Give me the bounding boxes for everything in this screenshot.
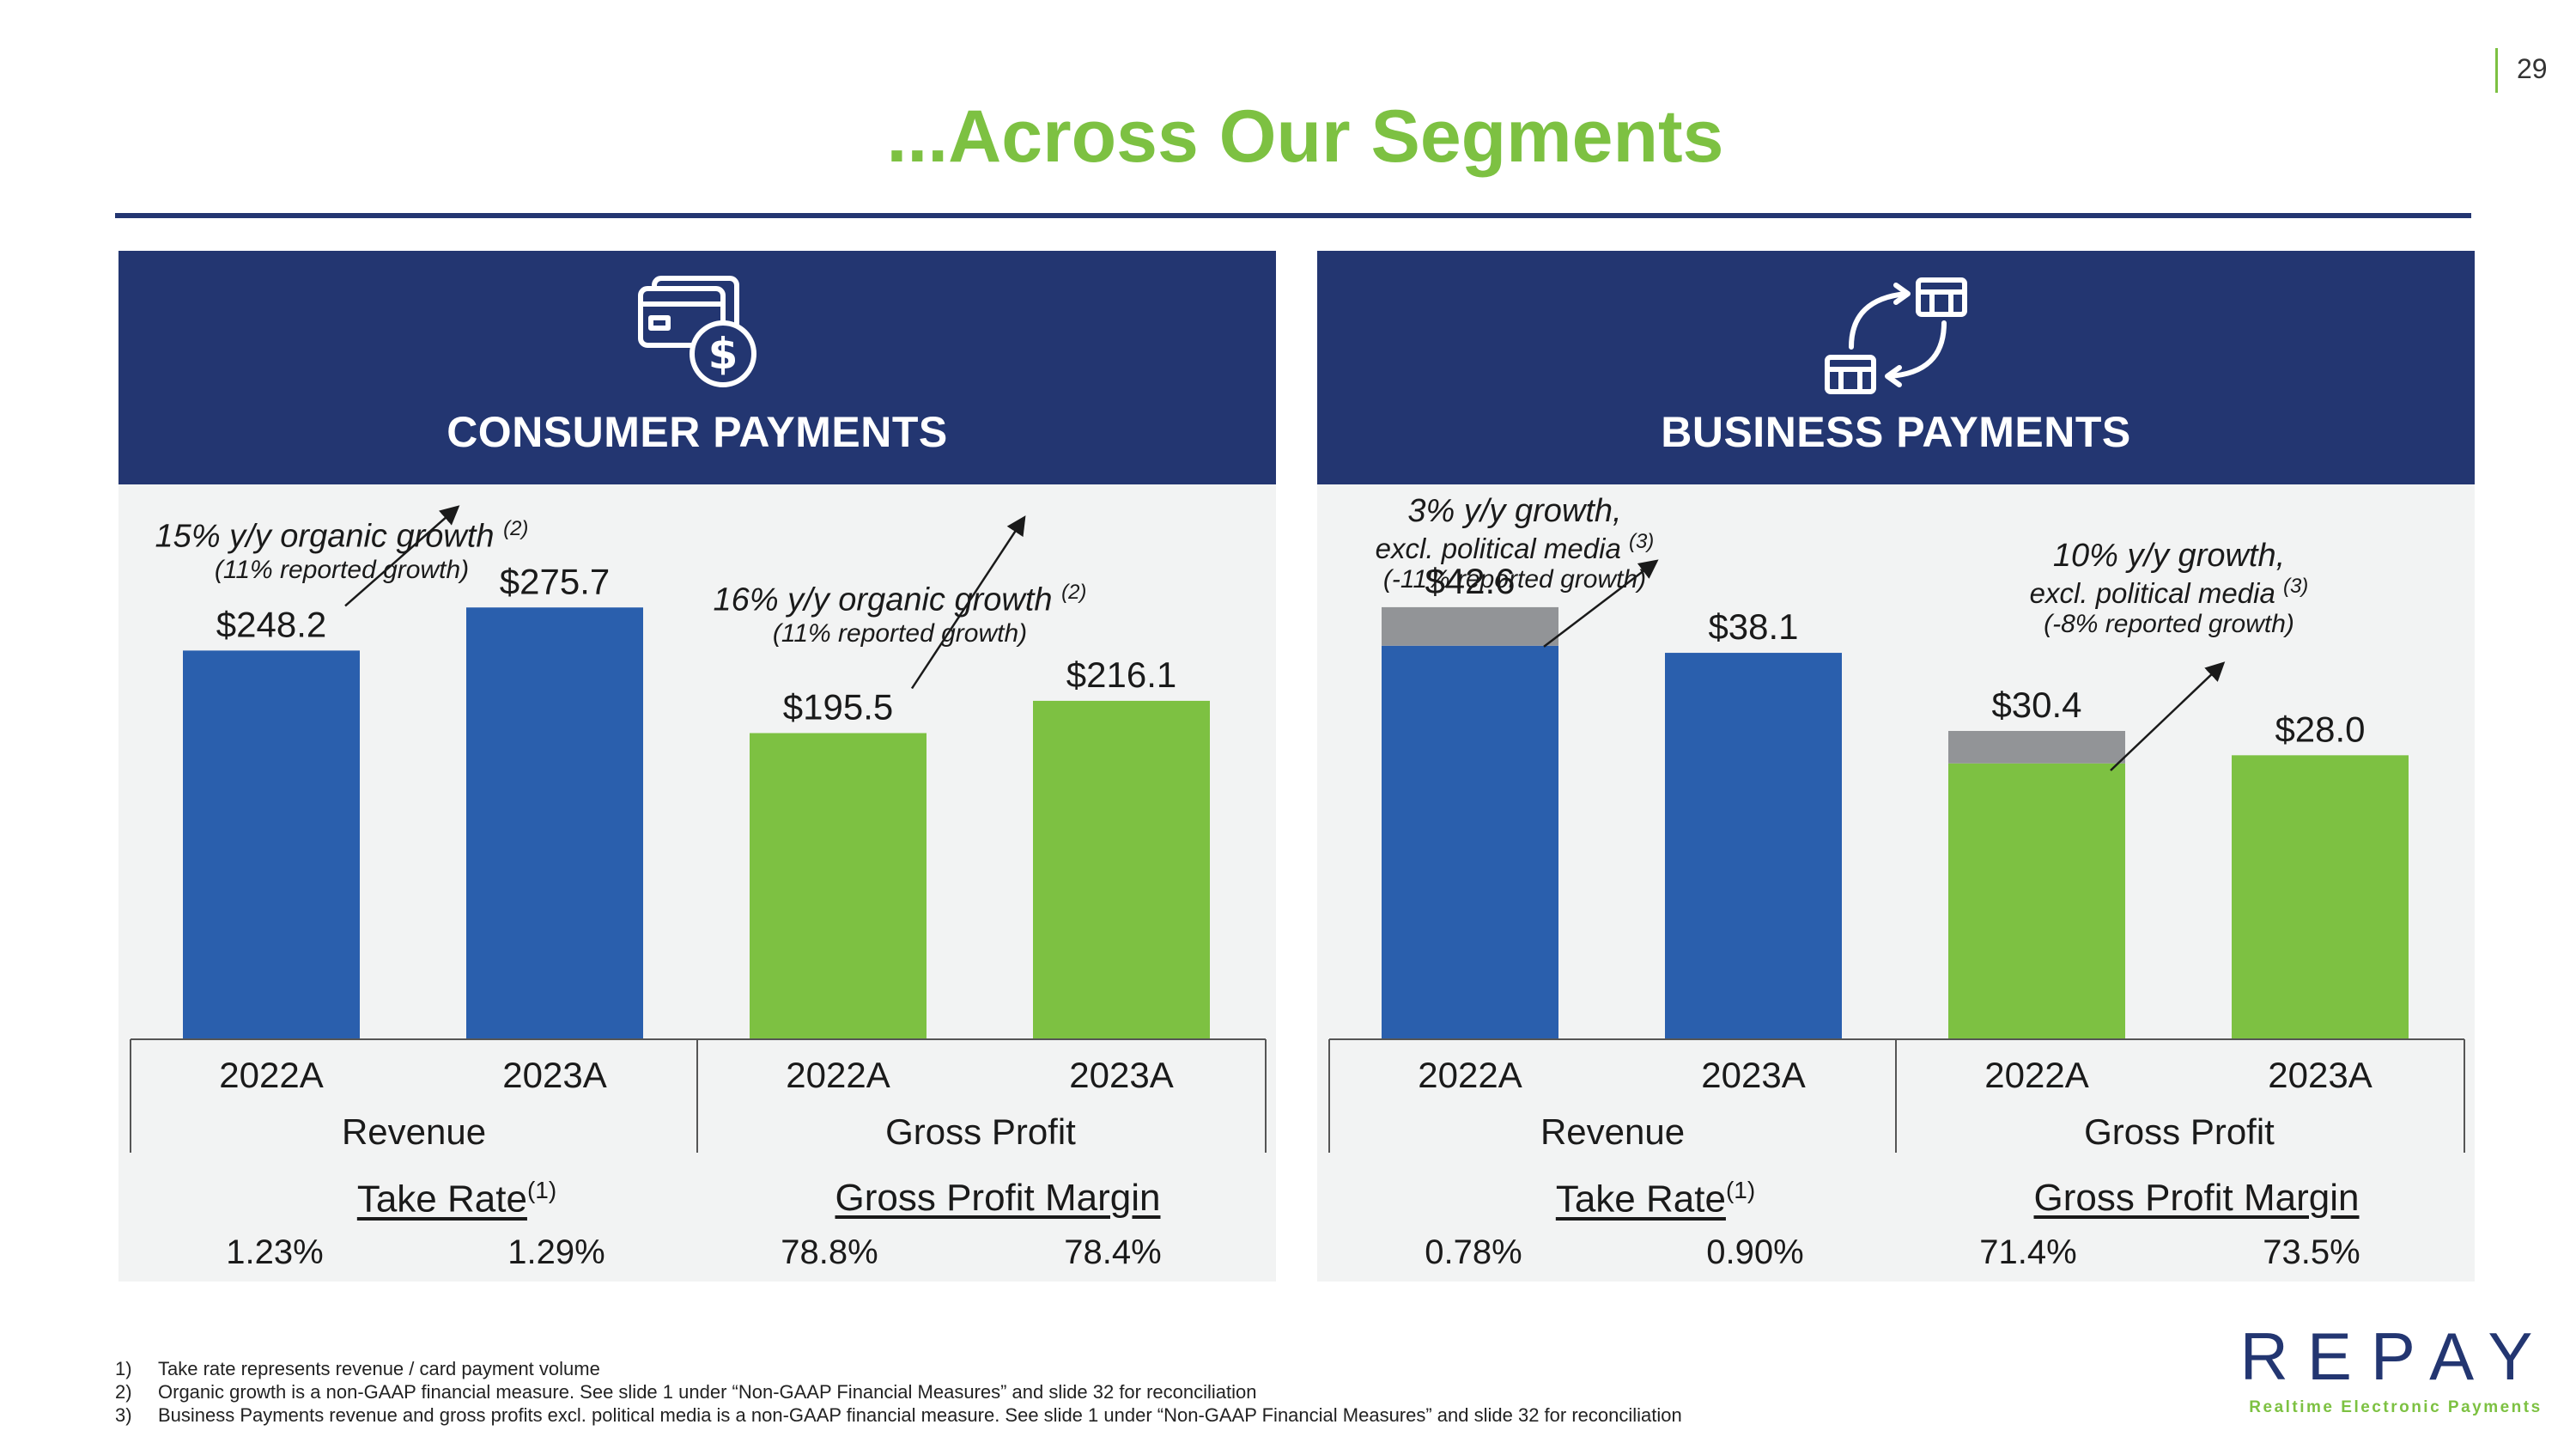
take-rate-title: Take Rate(1) — [1555, 1177, 1756, 1221]
group-axis-label: Gross Profit — [2084, 1111, 2275, 1152]
business-payments-chart: $42.6 2022A $38.1 2023A $30.4 2022A $28.0 2023A… — [1328, 559, 2465, 1153]
category-tick-label: 2023A — [1701, 1055, 1805, 1095]
political-media-segment — [1948, 730, 2125, 764]
footnotes: 1) Take rate represents revenue / card pa… — [115, 1357, 1682, 1427]
category-tick-label: 2023A — [502, 1055, 606, 1095]
consumer-payments-chart: $248.2 2022A $275.7 2023A $195.5 2022A $216.1 2… — [130, 505, 1267, 1153]
footnote: 1) Take rate represents revenue / card pa… — [115, 1358, 600, 1379]
group-axis-label: Gross Profit — [885, 1111, 1076, 1152]
growth-note-gross-profit: 16% y/y organic growth (2) (11% reported… — [713, 581, 1087, 648]
bar-2022a-gross-profit — [1948, 763, 2125, 1039]
bar-value-label: $216.1 — [1066, 654, 1176, 695]
panel-header: $ CONSUMER PAYMENTS — [118, 251, 1276, 484]
group-axis-label: Revenue — [342, 1111, 486, 1152]
gross-profit-margin-2023: 73.5% — [2263, 1233, 2360, 1271]
category-tick-label: 2022A — [1418, 1055, 1522, 1095]
bar-2022a-revenue — [183, 650, 360, 1039]
category-axis — [130, 1038, 1267, 1153]
bar-2022a-revenue — [1382, 645, 1558, 1039]
footnote: 3) Business Payments revenue and gross pr… — [115, 1404, 1682, 1426]
gross-profit-margin-2023: 78.4% — [1064, 1233, 1162, 1271]
take-rate-2022: 1.23% — [226, 1233, 324, 1271]
bar-value-label: $30.4 — [1991, 685, 2081, 725]
footnote: 2) Organic growth is a non-GAAP financial… — [115, 1381, 1257, 1403]
panel-header: BUSINESS PAYMENTS — [1317, 251, 2475, 484]
logo-tagline: Realtime Electronic Payments — [2249, 1398, 2543, 1416]
category-tick-label: 2023A — [2268, 1055, 2372, 1095]
bar-value-label: $275.7 — [500, 561, 610, 601]
group-axis-label: Revenue — [1540, 1111, 1685, 1152]
bar-2023a-gross-profit — [1033, 700, 1210, 1039]
bar-value-label: $248.2 — [216, 604, 326, 644]
svg-text:$: $ — [708, 329, 738, 379]
business-payments-panel: BUSINESS PAYMENTS $42.6 2022A $38.1 2023A $3… — [1317, 251, 2475, 1282]
bar-2022a-gross-profit — [750, 733, 927, 1039]
political-media-segment — [1382, 606, 1558, 646]
bar-2023a-revenue — [1665, 653, 1842, 1039]
title-divider — [115, 213, 2471, 218]
growth-arrow — [1543, 559, 1659, 648]
repay-logo: REPAY Realtime Electronic Payments — [2233, 1319, 2559, 1422]
bar-2023a-gross-profit — [2232, 755, 2409, 1039]
category-tick-label: 2022A — [1984, 1055, 2088, 1095]
category-tick-label: 2022A — [219, 1055, 323, 1095]
bar-value-label: $195.5 — [783, 687, 893, 728]
growth-arrow — [910, 515, 1026, 690]
category-tick-label: 2022A — [786, 1055, 890, 1095]
growth-arrow — [2110, 661, 2226, 771]
category-axis — [1328, 1038, 2465, 1153]
segment-title: BUSINESS PAYMENTS — [1661, 408, 2131, 456]
growth-note-revenue: 3% y/y growth, excl. political media (3)… — [1375, 493, 1655, 594]
take-rate-2022: 0.78% — [1425, 1233, 1522, 1271]
take-rate-title: Take Rate(1) — [356, 1177, 557, 1221]
page-number: 29 — [2495, 48, 2576, 93]
consumer-payments-panel: $ CONSUMER PAYMENTS $248.2 2022A $275.7 202… — [118, 251, 1276, 1282]
bar-value-label: $28.0 — [2275, 709, 2365, 749]
segment-title: CONSUMER PAYMENTS — [447, 408, 948, 456]
take-rate-2023: 0.90% — [1706, 1233, 1804, 1271]
gross-profit-margin-title: Gross Profit Margin — [2033, 1177, 2360, 1219]
slide-title: ...Across Our Segments — [886, 95, 1724, 178]
logo-wordmark: REPAY — [2239, 1318, 2552, 1394]
bar-2023a-revenue — [466, 607, 643, 1039]
bar-value-label: $42.6 — [1425, 561, 1515, 601]
bar-value-label: $38.1 — [1708, 606, 1798, 647]
category-tick-label: 2023A — [1069, 1055, 1173, 1095]
growth-note-revenue: 15% y/y organic growth (2) (11% reported… — [155, 517, 529, 584]
credit-card-dollar-icon: $ — [638, 276, 756, 387]
gross-profit-margin-2022: 78.8% — [781, 1233, 878, 1271]
gross-profit-margin-2022: 71.4% — [1979, 1233, 2077, 1271]
growth-note-gross-profit: 10% y/y growth, excl. political media (3… — [2029, 538, 2309, 638]
storefront-exchange-icon — [1825, 277, 1967, 394]
growth-arrow — [344, 505, 460, 607]
gross-profit-margin-title: Gross Profit Margin — [835, 1177, 1161, 1219]
take-rate-2023: 1.29% — [507, 1233, 605, 1271]
